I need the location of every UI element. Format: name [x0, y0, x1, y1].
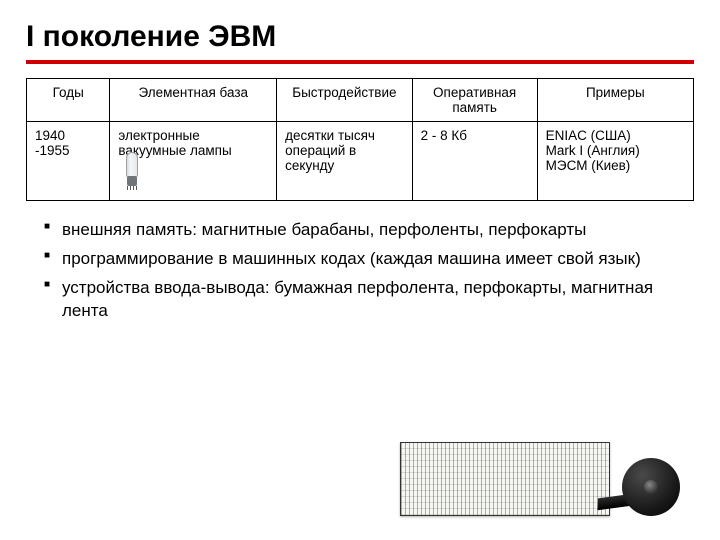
cell-ram: 2 - 8 Кб	[412, 122, 537, 201]
bullet-text: программирование в машинных кодах (кажда…	[62, 249, 641, 268]
cell-examples: ENIAC (США) Mark I (Англия) МЭСМ (Киев)	[537, 122, 693, 201]
col-header-base: Элементная база	[110, 79, 277, 122]
list-item: программирование в машинных кодах (кажда…	[44, 248, 694, 271]
slide-title: I поколение ЭВМ	[26, 20, 694, 54]
bullet-list: внешняя память: магнитные барабаны, перф…	[26, 219, 694, 323]
slide: I поколение ЭВМ Годы Элементная база Быс…	[0, 0, 720, 540]
bullet-text: внешняя память: магнитные барабаны, перф…	[62, 220, 586, 239]
cell-base: электронные вакуумные лампы	[110, 122, 277, 201]
cell-speed: десятки тысяч операций в секунду	[277, 122, 412, 201]
col-header-years: Годы	[27, 79, 110, 122]
accent-rule	[26, 60, 694, 64]
generation-table: Годы Элементная база Быстродействие Опер…	[26, 78, 694, 201]
col-header-speed: Быстродействие	[277, 79, 412, 122]
vacuum-tube-icon	[124, 150, 140, 190]
punch-card-image	[400, 442, 610, 516]
col-header-ram: Оперативная память	[412, 79, 537, 122]
table-header-row: Годы Элементная база Быстродействие Опер…	[27, 79, 694, 122]
cell-examples-text: ENIAC (США) Mark I (Англия) МЭСМ (Киев)	[546, 128, 640, 173]
image-strip	[400, 442, 680, 516]
magnetic-tape-image	[616, 456, 680, 516]
table-row: 1940 -1955 электронные вакуумные лампы д…	[27, 122, 694, 201]
col-header-ex: Примеры	[537, 79, 693, 122]
bullet-text: устройства ввода-вывода: бумажная перфол…	[62, 278, 653, 320]
list-item: внешняя память: магнитные барабаны, перф…	[44, 219, 694, 242]
cell-years: 1940 -1955	[27, 122, 110, 201]
list-item: устройства ввода-вывода: бумажная перфол…	[44, 277, 694, 323]
